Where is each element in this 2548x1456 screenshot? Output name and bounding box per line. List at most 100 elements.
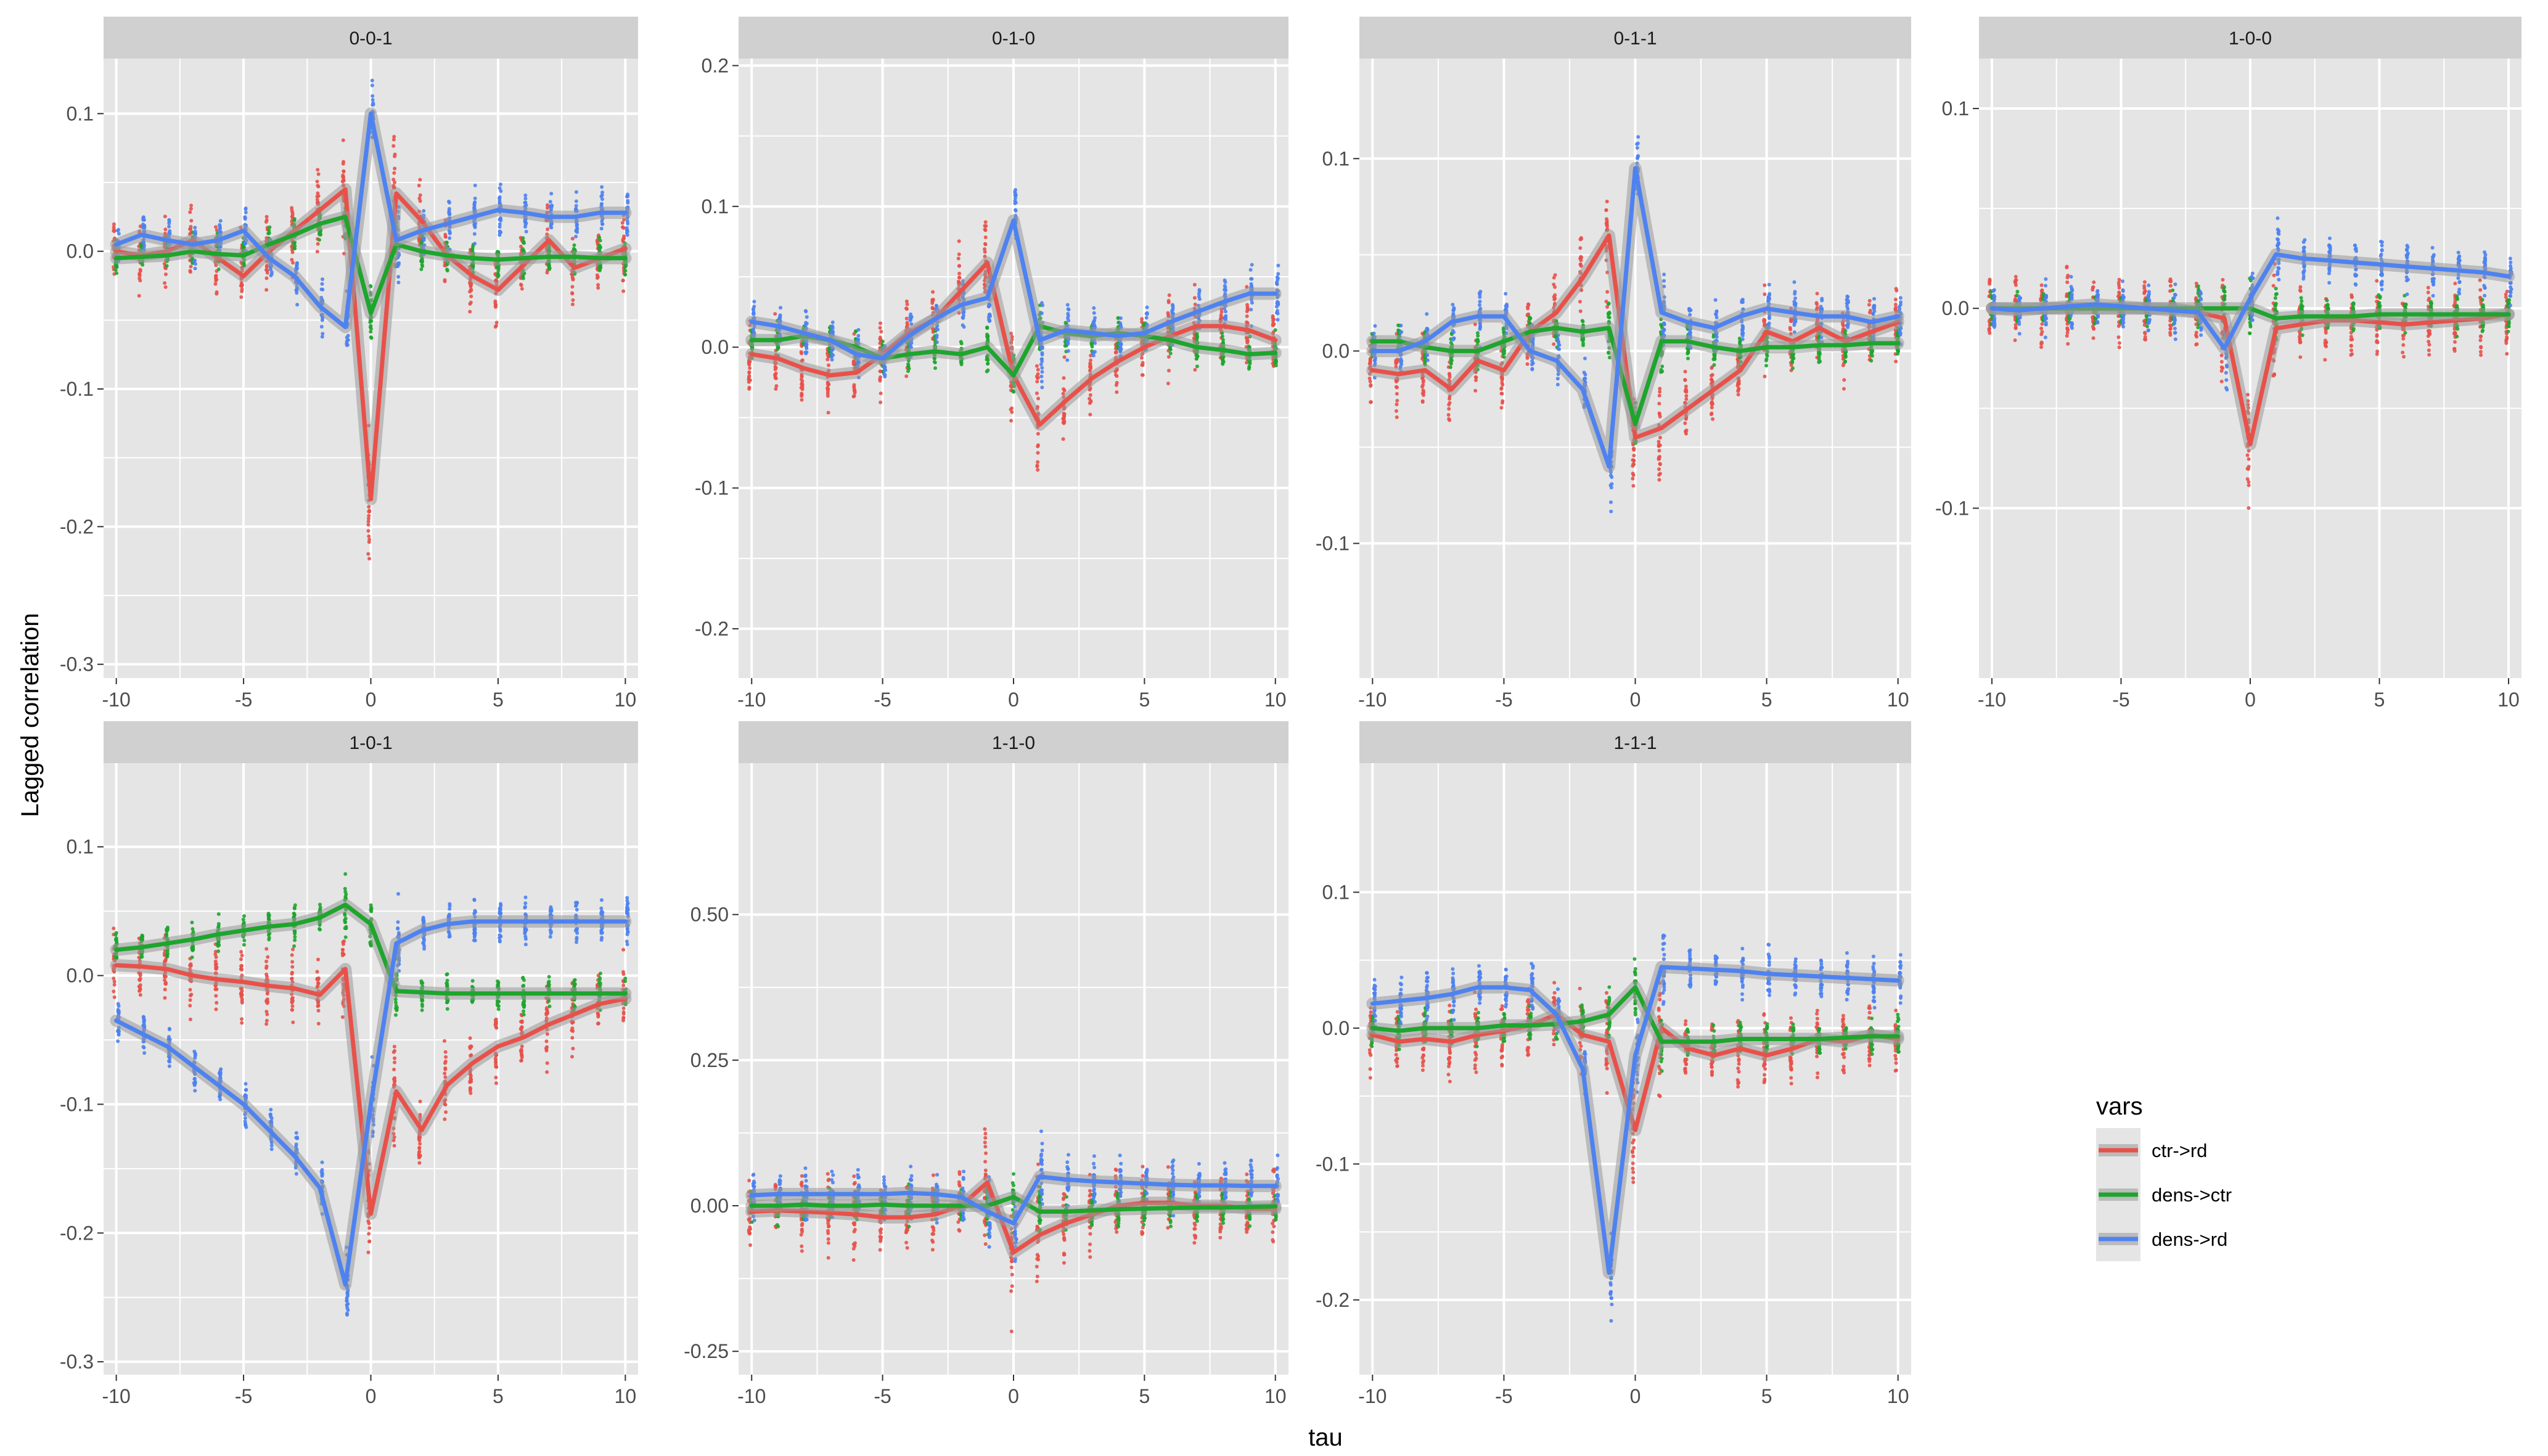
scatter-point	[549, 192, 554, 196]
scatter-point	[1894, 359, 1898, 364]
scatter-point	[830, 320, 835, 324]
scatter-point	[264, 288, 269, 292]
x-tick-label: -5	[235, 689, 252, 711]
scatter-point	[1473, 375, 1478, 379]
scatter-point	[1192, 282, 1197, 287]
scatter-point	[830, 324, 835, 329]
scatter-point	[1714, 309, 1719, 314]
scatter-point	[1271, 314, 1275, 318]
scatter-point	[879, 375, 883, 379]
x-tick-label: 5	[1761, 689, 1772, 711]
scatter-point	[1817, 355, 1821, 359]
scatter-point	[366, 523, 371, 527]
scatter-point	[216, 267, 221, 271]
scatter-point	[163, 272, 168, 276]
scatter-point	[1373, 324, 1377, 328]
scatter-point	[962, 310, 966, 314]
scatter-point	[1010, 335, 1014, 339]
scatter-point	[1553, 273, 1557, 277]
scatter-point	[1040, 385, 1044, 390]
scatter-point	[370, 78, 374, 83]
scatter-point	[600, 219, 604, 223]
scatter-point	[214, 274, 218, 279]
scatter-point	[1144, 311, 1149, 316]
scatter-point	[1867, 298, 1872, 303]
scatter-point	[1478, 325, 1482, 330]
scatter-point	[1657, 411, 1661, 415]
scatter-point	[625, 228, 629, 232]
scatter-point	[1221, 362, 1225, 366]
scatter-point	[1248, 268, 1253, 272]
scatter-point	[1089, 399, 1093, 404]
scatter-point	[1555, 382, 1560, 386]
scatter-point	[1793, 296, 1798, 300]
scatter-point	[1710, 377, 1714, 382]
scatter-point	[1369, 400, 1373, 404]
scatter-point	[1738, 339, 1742, 343]
y-tick-label: 0.2	[702, 54, 729, 76]
panel-0-1-1: 0-1-1-10 -5 0 5 100.10.0-0.1	[1316, 17, 1911, 711]
scatter-point	[295, 262, 299, 266]
scatter-point	[1740, 333, 1745, 338]
scatter-point	[1868, 308, 1872, 313]
x-tick-label: -10	[1358, 689, 1387, 711]
scatter-point	[1762, 317, 1766, 322]
y-tick-label: -0.1	[60, 378, 94, 400]
scatter-point	[521, 274, 525, 279]
scatter-point	[880, 339, 885, 343]
scatter-point	[621, 225, 625, 229]
scatter-point	[1011, 389, 1015, 393]
scatter-point	[1605, 222, 1609, 226]
scatter-point	[292, 217, 297, 221]
scatter-point	[853, 329, 858, 333]
scatter-point	[1578, 300, 1582, 304]
scatter-point	[290, 206, 294, 210]
scatter-point	[163, 281, 167, 285]
scatter-point	[1792, 302, 1796, 306]
scatter-point	[1476, 340, 1480, 344]
scatter-point	[1525, 362, 1530, 366]
scatter-point	[983, 250, 987, 254]
scatter-point	[473, 242, 477, 246]
scatter-point	[1420, 385, 1424, 389]
scatter-point	[1036, 431, 1040, 436]
scatter-point	[523, 200, 527, 205]
scatter-point	[546, 227, 550, 232]
scatter-point	[1395, 402, 1399, 406]
scatter-point	[957, 264, 961, 268]
scatter-point	[114, 264, 118, 269]
scatter-point	[391, 137, 396, 142]
scatter-point	[1421, 380, 1425, 384]
scatter-point	[1841, 324, 1846, 328]
scatter-point	[1763, 374, 1767, 378]
scatter-point	[1819, 305, 1823, 309]
scatter-point	[1223, 309, 1227, 314]
scatter-point	[1684, 384, 1688, 388]
scatter-point	[1092, 319, 1096, 324]
scatter-point	[370, 83, 374, 88]
scatter-point	[1500, 378, 1504, 382]
scatter-point	[1451, 330, 1456, 335]
scatter-point	[599, 226, 604, 231]
scatter-point	[1605, 199, 1609, 203]
scatter-point	[291, 261, 295, 265]
scatter-point	[596, 283, 600, 287]
scatter-point	[243, 217, 247, 221]
scatter-point	[983, 235, 988, 239]
scatter-point	[1556, 340, 1560, 345]
scatter-point	[1843, 359, 1848, 364]
scatter-point	[193, 262, 197, 266]
scatter-point	[167, 224, 171, 229]
scatter-point	[1767, 298, 1771, 303]
scatter-point	[117, 232, 121, 236]
scatter-point	[774, 371, 778, 375]
scatter-point	[1683, 421, 1687, 425]
scatter-point	[1092, 341, 1097, 345]
x-tick-label: 5	[493, 689, 504, 711]
scatter-point	[1609, 486, 1613, 490]
scatter-point	[1088, 396, 1092, 401]
scatter-point	[1501, 383, 1505, 387]
scatter-point	[1245, 320, 1249, 324]
scatter-point	[909, 312, 913, 316]
scatter-point	[295, 291, 299, 295]
